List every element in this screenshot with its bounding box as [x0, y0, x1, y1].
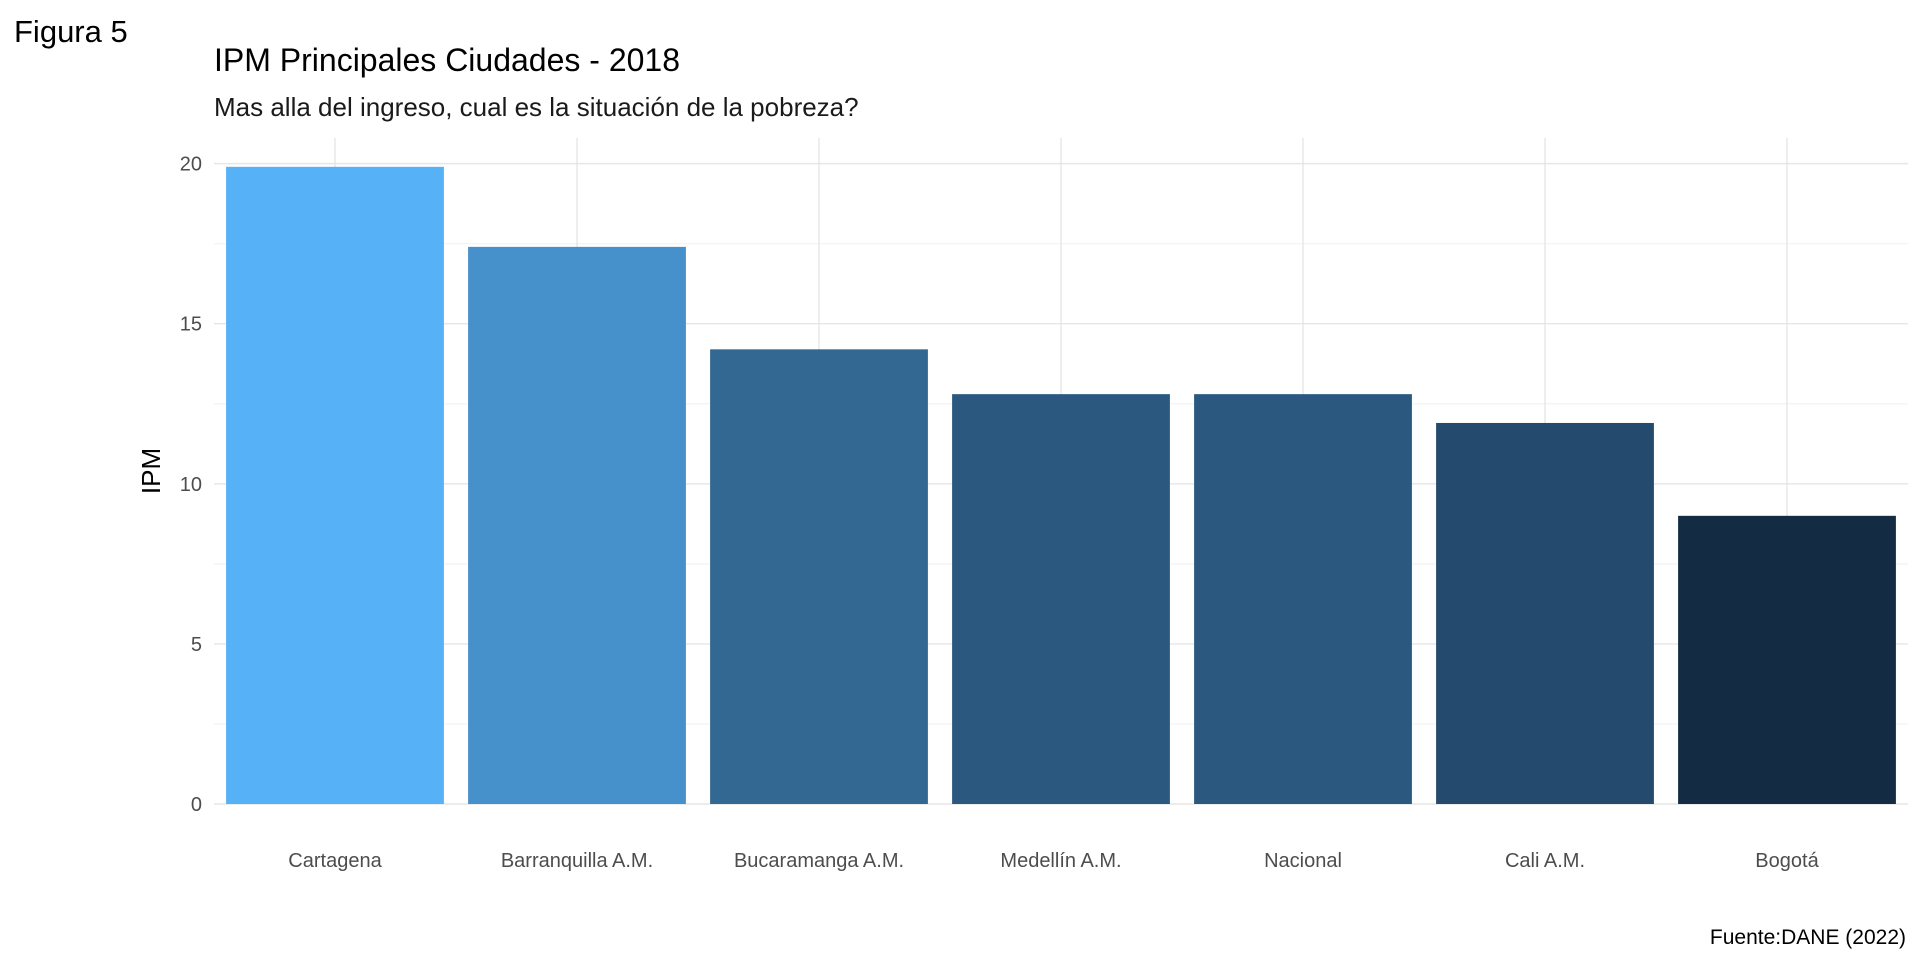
y-tick-label: 0 — [191, 794, 202, 816]
source-caption: Fuente:DANE (2022) — [1709, 926, 1906, 949]
bar — [1194, 394, 1412, 804]
y-axis-label: IPM — [136, 448, 166, 494]
y-tick-label: 5 — [191, 634, 202, 656]
y-tick-label: 15 — [180, 314, 202, 336]
bar — [1436, 422, 1654, 804]
y-tick-label: 10 — [180, 474, 202, 496]
x-tick-label: Bogotá — [1755, 850, 1819, 872]
x-tick-label: Nacional — [1264, 850, 1342, 872]
x-tick-label: Cali A.M. — [1505, 850, 1585, 872]
chart-title: IPM Principales Ciudades - 2018 — [214, 42, 681, 78]
bar — [952, 394, 1170, 804]
x-axis-ticks: Cartagena Barranquilla A.M. Bucaramanga A.… — [288, 850, 1819, 872]
x-tick-label: Cartagena — [288, 850, 382, 872]
bar — [710, 349, 928, 804]
bar — [226, 166, 444, 804]
x-tick-label: Barranquilla A.M. — [501, 850, 653, 872]
x-tick-label: Bucaramanga A.M. — [734, 850, 904, 872]
y-axis-ticks: 0 5 10 15 20 — [180, 154, 202, 816]
bars — [226, 166, 1896, 805]
x-tick-label: Medellín A.M. — [1000, 850, 1121, 872]
y-tick-label: 20 — [180, 154, 202, 176]
bar — [1678, 515, 1896, 804]
bar — [468, 246, 686, 805]
figure-label: Figura 5 — [14, 14, 128, 49]
chart-subtitle: Mas alla del ingreso, cual es la situaci… — [214, 92, 859, 122]
